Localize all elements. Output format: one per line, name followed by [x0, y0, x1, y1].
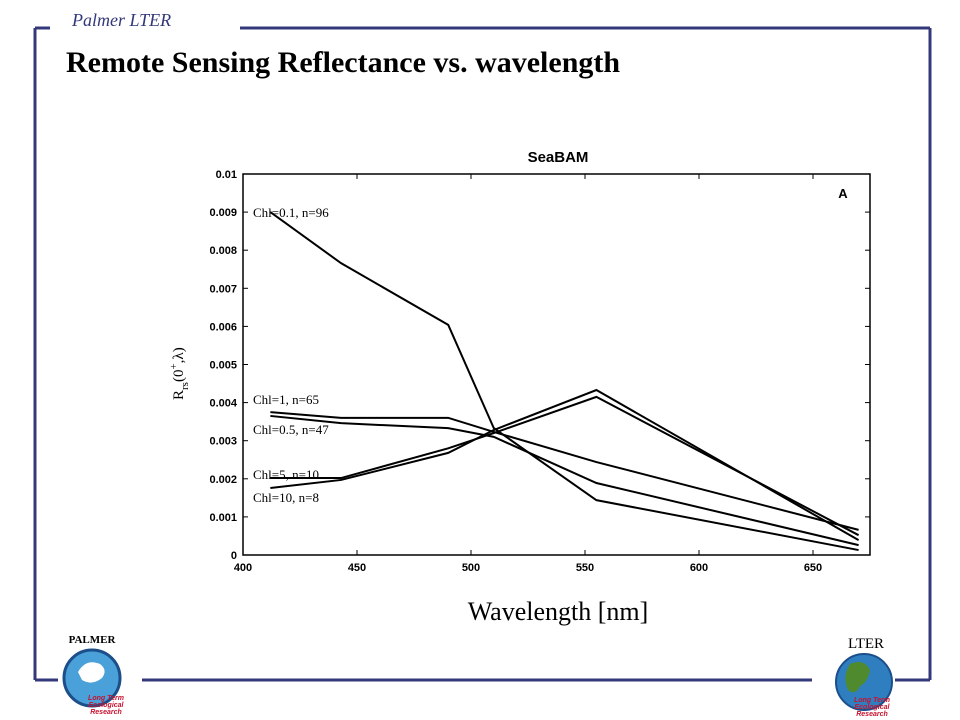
org-name: Palmer LTER	[71, 10, 171, 30]
y-label-part: R	[171, 390, 187, 400]
logo-caption: Research	[856, 711, 888, 718]
y-tick-label: 0.008	[209, 245, 237, 257]
series-line	[270, 411, 859, 531]
y-tick-label: 0.007	[209, 283, 237, 295]
x-tick-label: 650	[804, 562, 822, 574]
y-axis-label: Rrs(0+,λ)	[168, 347, 191, 400]
y-tick-label: 0.009	[209, 207, 237, 219]
x-tick-label: 600	[690, 562, 708, 574]
logo-shape	[78, 662, 105, 683]
x-axis-label: Wavelength [nm]	[468, 597, 649, 626]
y-label-part: rs	[179, 382, 191, 390]
y-tick-label: 0.003	[209, 436, 237, 448]
series-line	[269, 211, 859, 552]
logo-right: LTER Long Term Ecological Research	[835, 636, 893, 718]
x-tick-label: 450	[348, 562, 366, 574]
y-tick-label: 0.002	[209, 474, 237, 486]
y-tick-label: 0.01	[216, 169, 237, 181]
y-tick-label: 0.001	[209, 512, 237, 524]
logo-caption: Research	[90, 709, 122, 716]
series-label: Chl=0.5, n=47	[253, 422, 329, 437]
series-label: Chl=5, n=10	[253, 467, 319, 482]
logo-left: PALMER Long Term Ecological Research	[62, 634, 125, 716]
logo-shape	[845, 662, 870, 693]
logo-caption: Long Term	[854, 697, 890, 704]
frame	[33, 26, 932, 682]
series-line	[270, 414, 859, 547]
series-label: Chl=10, n=8	[253, 490, 319, 505]
series-label: Chl=0.1, n=96	[253, 205, 329, 220]
x-tick-label: 550	[576, 562, 594, 574]
y-label-part: (0	[171, 370, 187, 383]
logo-caption: Long Term	[88, 695, 124, 702]
plot-frame	[242, 173, 871, 556]
y-tick-label: 0.006	[209, 321, 237, 333]
series-line	[270, 388, 860, 542]
y-label-part: ,λ)	[171, 347, 187, 363]
y-label-part: +	[168, 363, 180, 369]
x-tick-label: 500	[462, 562, 480, 574]
logo-name: PALMER	[69, 634, 117, 646]
logo-name: LTER	[848, 636, 884, 652]
chart-title: SeaBAM	[528, 149, 589, 166]
x-tick-label: 400	[234, 562, 252, 574]
y-tick-label: 0	[231, 550, 237, 562]
panel-label: A	[838, 186, 848, 201]
series-label: Chl=1, n=65	[253, 392, 319, 407]
slide-title: Remote Sensing Reflectance vs. wavelengt…	[66, 46, 620, 79]
y-tick-label: 0.005	[209, 360, 237, 372]
logo-caption: Ecological	[88, 702, 124, 709]
y-tick-label: 0.004	[209, 398, 237, 410]
logo-caption: Ecological	[854, 704, 890, 711]
